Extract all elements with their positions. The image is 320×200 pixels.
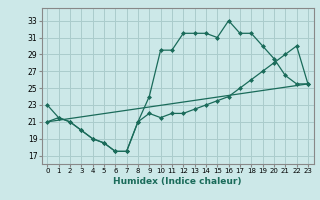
X-axis label: Humidex (Indice chaleur): Humidex (Indice chaleur): [113, 177, 242, 186]
